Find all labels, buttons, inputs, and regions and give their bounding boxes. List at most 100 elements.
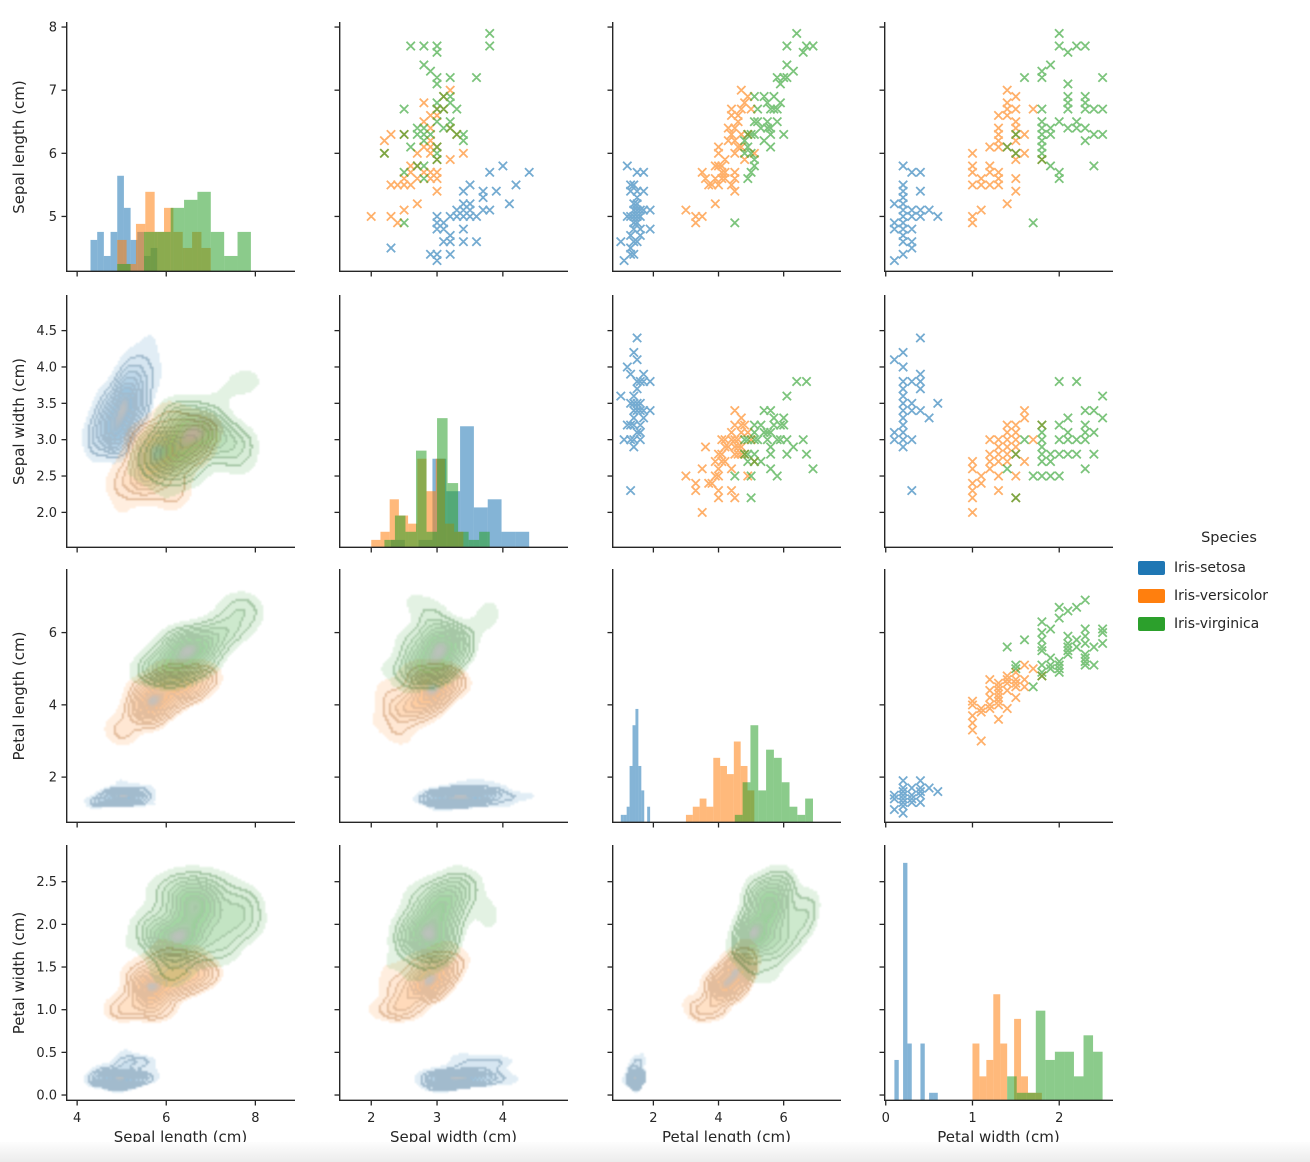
- hist-bar: [638, 765, 642, 823]
- scatter-series-iris-virginica: [1002, 376, 1108, 503]
- hist-bar: [1021, 1076, 1028, 1101]
- hist-bar: [224, 255, 238, 272]
- axes-layer: [334, 22, 568, 277]
- hist-bar: [773, 757, 782, 823]
- y-axis-label-sepal-length: Sepal length (cm): [10, 80, 28, 214]
- hist-bar: [933, 1092, 938, 1101]
- y-tick-label: 7: [49, 84, 57, 99]
- hist-bar: [797, 814, 806, 823]
- x-tick-label: 2: [649, 1111, 657, 1126]
- y-tick-label: 0.5: [36, 1046, 57, 1061]
- legend-swatch-iris-setosa: [1138, 561, 1165, 575]
- subplot-petal-length-vs-sepal-width: [289, 563, 574, 853]
- y-axis-label-sepal-width: Sepal width (cm): [10, 357, 28, 486]
- hist-bar: [766, 749, 774, 823]
- hist-bar: [894, 1059, 899, 1101]
- scatter-series-iris-virginica: [729, 376, 818, 503]
- axis-spines: [66, 22, 295, 272]
- hist-bar: [623, 814, 627, 823]
- hist-bar: [1045, 1059, 1055, 1101]
- axes-layer: 2 4 6: [49, 569, 295, 828]
- hist-bar: [742, 782, 751, 823]
- hist-bar: [110, 231, 118, 272]
- page-background-strip: [0, 1142, 1310, 1162]
- subplot-petal-width-vs-sepal-length: 4 6 8 0.0 0.5 1.0 1.5 2.0 2.5: [16, 839, 301, 1131]
- hist-bar: [90, 239, 98, 272]
- subplot-sepal-width-vs-petal-width: [834, 289, 1119, 578]
- hist-bar: [515, 531, 530, 548]
- axis-spines: [884, 569, 1113, 823]
- hist-bar: [986, 1059, 994, 1101]
- scatter-series-iris-setosa: [615, 161, 655, 266]
- legend-label-iris-virginica: Iris-virginica: [1174, 616, 1260, 632]
- hist-bar: [629, 765, 633, 823]
- hist-bar: [405, 531, 416, 548]
- hist-bar: [1000, 1043, 1008, 1101]
- hist-bar: [384, 539, 395, 548]
- scatter-series-iris-setosa: [615, 333, 655, 496]
- scatter-series-iris-versicolor: [967, 405, 1047, 518]
- hist-bar: [903, 862, 908, 1101]
- hist-bar: [720, 765, 727, 823]
- hist-bar: [123, 207, 131, 272]
- axis-spines: [612, 295, 841, 548]
- hist-bar: [632, 725, 636, 823]
- hist-bar: [1014, 1018, 1022, 1101]
- axes-layer: [879, 22, 1113, 277]
- y-axis-label-petal-length: Petal length (cm): [10, 631, 28, 761]
- axis-spines: [612, 845, 841, 1101]
- hist-bar: [1026, 1092, 1036, 1101]
- hist-bar: [135, 223, 146, 272]
- legend-title: Species: [1201, 530, 1257, 546]
- subplot-petal-length-vs-petal-width: [834, 563, 1119, 853]
- scatter-series-iris-virginica: [1002, 28, 1108, 228]
- hist-bar: [626, 806, 630, 823]
- y-tick-label: 3.0: [36, 433, 57, 448]
- hist-bar: [805, 798, 813, 823]
- y-axis-label-petal-width: Petal width (cm): [10, 911, 28, 1035]
- axes-layer: 2 4 6: [607, 845, 841, 1126]
- hist-bar: [447, 483, 459, 548]
- axes-layer: 2.0 2.5 3.0 3.5 4.0 4.5: [36, 295, 295, 553]
- y-tick-label: 0.0: [36, 1089, 57, 1104]
- hist-bar: [699, 798, 707, 823]
- hist-bar: [1083, 1035, 1094, 1101]
- hist-bar: [479, 531, 490, 548]
- axis-spines: [339, 845, 568, 1101]
- hist-bar: [789, 806, 798, 823]
- subplot-sepal-length-vs-petal-width: [834, 16, 1119, 302]
- kde-contour-layer: [339, 845, 568, 1101]
- hist-bar: [501, 531, 516, 548]
- scatter-series-iris-setosa: [889, 161, 943, 266]
- hist-bar: [389, 499, 399, 548]
- subplot-sepal-length-vs-sepal-length: 5 6 7 8: [16, 16, 301, 302]
- axis-spines: [339, 295, 568, 548]
- hist-bar: [1007, 1076, 1017, 1101]
- legend-item-iris-versicolor: Iris-versicolor: [1138, 582, 1310, 610]
- hist-bar: [170, 207, 185, 272]
- subplot-sepal-length-vs-petal-length: [562, 16, 847, 302]
- kde-contour-layer: [66, 569, 295, 823]
- x-tick-label: 0: [882, 1111, 890, 1126]
- axis-spines: [884, 845, 1113, 1101]
- hist-bar: [635, 708, 639, 823]
- subplot-petal-width-vs-petal-length: 2 4 6: [562, 839, 847, 1131]
- x-tick-label: 3: [433, 1111, 441, 1126]
- subplot-petal-length-vs-sepal-length: 2 4 6: [16, 563, 301, 853]
- hist-bar: [143, 231, 158, 272]
- axes-layer: 2 3 4: [334, 845, 568, 1126]
- hist-bar: [750, 725, 759, 823]
- axes-layer: [334, 569, 568, 828]
- hist-bar: [237, 231, 251, 272]
- scatter-series-iris-virginica: [1002, 595, 1108, 692]
- axes-layer: [607, 22, 841, 277]
- x-axis-label-petal-length: Petal length (cm): [662, 1128, 791, 1146]
- hist-bar: [415, 450, 427, 548]
- y-tick-label: 5: [49, 210, 57, 225]
- hist-bar: [647, 806, 651, 823]
- subplot-petal-length-vs-petal-length: [562, 563, 847, 853]
- legend-label-iris-versicolor: Iris-versicolor: [1174, 588, 1269, 604]
- y-tick-label: 1.0: [36, 1003, 57, 1018]
- x-tick-label: 4: [714, 1111, 722, 1126]
